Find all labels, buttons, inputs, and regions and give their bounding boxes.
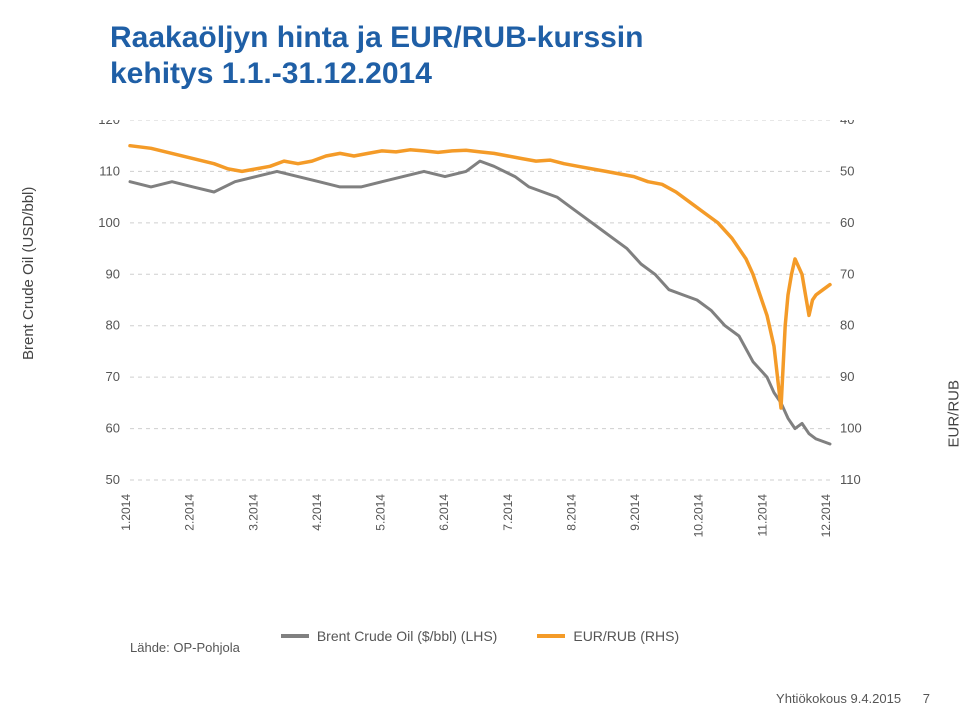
y1-axis-title: Brent Crude Oil (USD/bbl) <box>20 187 37 360</box>
svg-text:7.2014: 7.2014 <box>501 494 515 531</box>
svg-text:5.2014: 5.2014 <box>374 494 388 531</box>
svg-text:1.2014: 1.2014 <box>119 494 133 531</box>
y2-axis-title: EUR/RUB <box>946 380 960 448</box>
svg-text:70: 70 <box>106 369 120 384</box>
svg-text:50: 50 <box>840 163 854 178</box>
svg-text:100: 100 <box>98 215 120 230</box>
svg-text:9.2014: 9.2014 <box>628 494 642 531</box>
svg-text:90: 90 <box>106 266 120 281</box>
page-number: 7 <box>923 691 930 706</box>
legend-label-brent: Brent Crude Oil ($/bbl) (LHS) <box>317 628 498 644</box>
source-label: Lähde: OP-Pohjola <box>130 640 240 655</box>
legend-item-eurrub: EUR/RUB (RHS) <box>537 628 679 644</box>
legend-label-eurrub: EUR/RUB (RHS) <box>573 628 679 644</box>
svg-text:60: 60 <box>840 215 854 230</box>
svg-text:60: 60 <box>106 421 120 436</box>
legend-swatch-brent <box>281 634 309 638</box>
svg-text:3.2014: 3.2014 <box>246 494 260 531</box>
svg-text:70: 70 <box>840 266 854 281</box>
svg-text:80: 80 <box>840 318 854 333</box>
svg-text:2.2014: 2.2014 <box>183 494 197 531</box>
svg-text:90: 90 <box>840 369 854 384</box>
svg-text:40: 40 <box>840 120 854 127</box>
footer: Yhtiökokous 9.4.2015 7 <box>776 691 930 706</box>
svg-text:6.2014: 6.2014 <box>437 494 451 531</box>
svg-text:100: 100 <box>840 421 862 436</box>
svg-text:12.2014: 12.2014 <box>819 494 833 538</box>
legend-swatch-eurrub <box>537 634 565 638</box>
svg-text:11.2014: 11.2014 <box>755 494 769 537</box>
svg-text:50: 50 <box>106 472 120 487</box>
footer-date: Yhtiökokous 9.4.2015 <box>776 691 901 706</box>
svg-text:4.2014: 4.2014 <box>310 494 324 531</box>
chart-title: Raakaöljyn hinta ja EUR/RUB-kurssin kehi… <box>110 20 643 92</box>
svg-text:120: 120 <box>98 120 120 127</box>
svg-text:80: 80 <box>106 318 120 333</box>
chart-container: 50 60 70 80 90 100 110 120 40 50 60 70 80 90 100 110 1.2… <box>60 120 900 600</box>
svg-text:10.2014: 10.2014 <box>692 494 706 538</box>
chart-svg: 50 60 70 80 90 100 110 120 40 50 60 70 80 90 100 110 1.2… <box>60 120 900 560</box>
svg-text:110: 110 <box>99 163 120 178</box>
svg-text:110: 110 <box>840 472 861 487</box>
svg-text:8.2014: 8.2014 <box>564 494 578 531</box>
legend-item-brent: Brent Crude Oil ($/bbl) (LHS) <box>281 628 498 644</box>
